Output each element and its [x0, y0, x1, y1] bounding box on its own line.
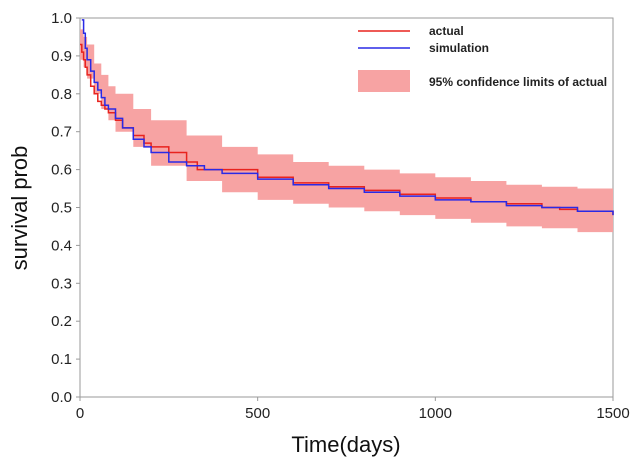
- y-tick-label: 0.8: [51, 86, 72, 103]
- y-tick-label: 0.2: [51, 313, 72, 330]
- confidence-band-layer: [80, 29, 613, 236]
- y-tick-label: 0.3: [51, 275, 72, 292]
- legend-label-actual: actual: [429, 24, 464, 38]
- y-tick-label: 1.0: [51, 10, 72, 27]
- confidence-band: [80, 29, 613, 236]
- legend-swatch-band: [358, 70, 410, 92]
- y-tick-label: 0.0: [51, 389, 72, 406]
- x-tick-label: 500: [245, 405, 270, 422]
- y-tick-label: 0.7: [51, 124, 72, 141]
- x-axis-ticks: 0 500 1000 1500: [76, 397, 630, 422]
- y-axis-ticks: 0.0 0.1 0.2 0.3 0.4 0.5 0.6 0.7 0.8 0.9 1.0: [51, 10, 80, 406]
- x-tick-label: 1500: [596, 405, 629, 422]
- series-layer: [80, 19, 614, 216]
- x-tick-label: 0: [76, 405, 84, 422]
- legend-label-band: 95% confidence limits of actual: [429, 75, 607, 89]
- legend-label-simulation: simulation: [429, 41, 489, 55]
- y-tick-label: 0.1: [51, 351, 72, 368]
- x-axis-title: Time(days): [291, 432, 400, 457]
- series-line-simulation: [81, 19, 614, 216]
- x-tick-label: 1000: [419, 405, 452, 422]
- y-tick-label: 0.5: [51, 200, 72, 217]
- y-tick-label: 0.6: [51, 162, 72, 179]
- y-tick-label: 0.9: [51, 48, 72, 65]
- y-tick-label: 0.4: [51, 237, 72, 254]
- y-axis-title: survival prob: [7, 146, 32, 271]
- legend: actual simulation 95% confidence limits …: [358, 24, 607, 92]
